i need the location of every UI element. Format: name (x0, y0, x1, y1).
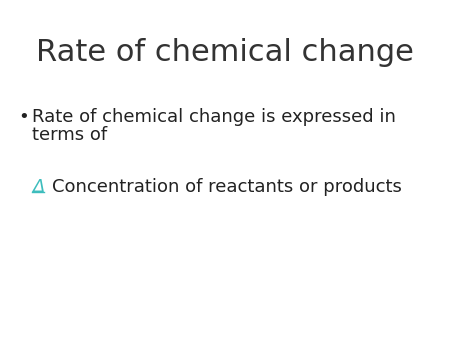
Text: Concentration of reactants or products: Concentration of reactants or products (52, 178, 402, 196)
Text: •: • (18, 108, 29, 126)
Text: Rate of chemical change: Rate of chemical change (36, 38, 414, 67)
Text: Rate of chemical change is expressed in: Rate of chemical change is expressed in (32, 108, 396, 126)
Text: terms of: terms of (32, 126, 107, 144)
Text: Δ: Δ (32, 178, 45, 196)
